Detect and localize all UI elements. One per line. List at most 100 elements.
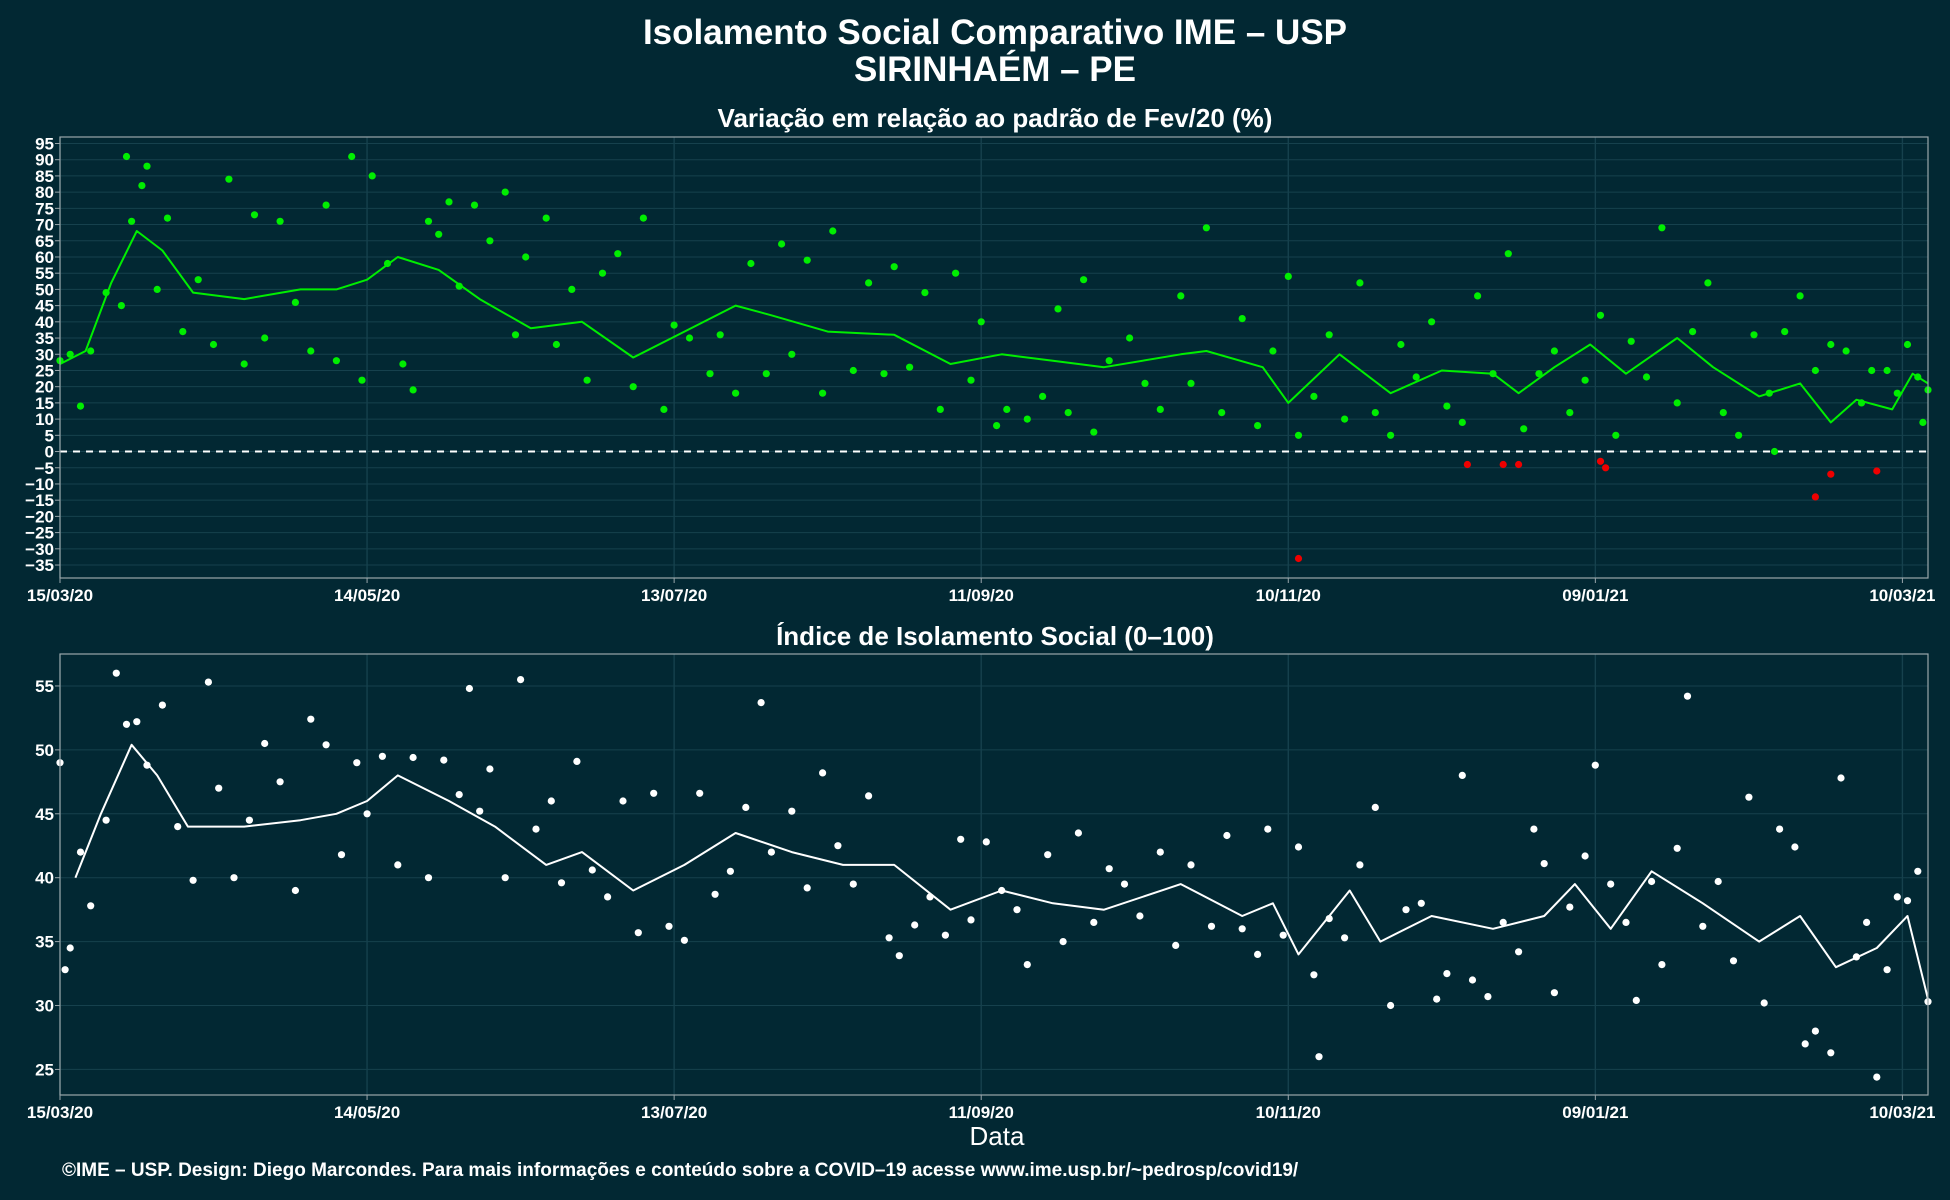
data-point [322, 201, 330, 209]
data-point [1704, 279, 1712, 287]
figure-subtitle: SIRINHAÉM – PE [854, 49, 1136, 89]
index-data-point [76, 848, 85, 856]
data-point [583, 376, 591, 384]
index-data-point [1550, 989, 1558, 997]
y-tick-label: 40 [35, 869, 54, 888]
index-data-point [1607, 880, 1615, 888]
data-point [552, 340, 561, 349]
data-point [1003, 405, 1011, 413]
index-data-point [1172, 941, 1180, 950]
y-tick-label: −25 [25, 524, 54, 543]
index-data-point [455, 791, 463, 799]
index-data-point [1371, 803, 1379, 812]
index-data-point [967, 916, 975, 924]
index-data-point [711, 890, 719, 898]
index-data-point [112, 669, 120, 677]
data-point [1658, 224, 1666, 232]
index-data-point [501, 874, 509, 882]
index-data-point [650, 789, 658, 797]
index-data-point [1591, 761, 1599, 769]
index-data-point [1729, 957, 1738, 965]
y-tick-label: −30 [25, 540, 54, 559]
index-data-point [885, 934, 893, 942]
index-data-point [941, 931, 950, 939]
data-point [1842, 347, 1850, 355]
index-data-point [1105, 865, 1113, 873]
y-tick-label: 55 [35, 677, 54, 696]
y-tick-label: 30 [35, 997, 54, 1016]
index-data-point [517, 676, 525, 684]
index-data-point [547, 797, 555, 805]
index-data-point [1760, 999, 1768, 1007]
index-data-point [1658, 961, 1666, 969]
data-point [1827, 340, 1835, 349]
index-data-point [1254, 950, 1262, 959]
data-point [1868, 366, 1876, 375]
y-tick-label: 95 [35, 134, 54, 153]
index-data-point [1883, 966, 1891, 974]
data-point [455, 282, 463, 290]
data-point [383, 259, 392, 268]
index-data-point [1023, 961, 1031, 969]
index-data-point [1468, 976, 1477, 984]
data-point [307, 347, 315, 355]
data-point [225, 175, 233, 183]
data-point [1689, 328, 1697, 336]
index-data-point [1648, 877, 1656, 886]
y-tick-label: 50 [35, 280, 54, 299]
data-point [399, 360, 407, 368]
data-point [993, 422, 1001, 430]
index-data-point [353, 759, 361, 767]
variation-chart-panel: 95908580757065605550454035302520151050−5… [25, 134, 1935, 605]
data-point [568, 285, 576, 293]
index-data-point [189, 876, 197, 884]
index-data-point [1136, 912, 1144, 920]
data-point [1356, 279, 1364, 287]
data-point [1080, 276, 1088, 284]
index-data-point [767, 848, 776, 856]
index-data-point [1873, 1073, 1881, 1081]
index-data-point [1387, 1001, 1395, 1010]
data-point [1238, 315, 1246, 323]
y-tick-label: 10 [35, 410, 54, 429]
index-data-point [1156, 848, 1164, 856]
index-data-point [803, 884, 811, 892]
index-data-point [895, 952, 903, 960]
index-data-point [337, 851, 346, 859]
x-tick-label: 15/03/20 [27, 1103, 93, 1122]
x-tick-label: 09/01/21 [1562, 586, 1628, 605]
data-point [1504, 250, 1512, 258]
data-point [522, 253, 530, 261]
x-tick-label: 10/11/20 [1256, 586, 1321, 605]
data-point [332, 357, 340, 365]
data-point [977, 318, 985, 326]
index-data-point [1013, 906, 1021, 914]
index-data-point [1581, 852, 1589, 860]
negative-data-point [1499, 460, 1507, 469]
index-data-point [133, 718, 141, 726]
data-point [1627, 337, 1635, 345]
data-point [445, 198, 453, 206]
data-point [542, 214, 550, 222]
data-point [209, 340, 218, 349]
data-point [598, 269, 607, 277]
data-point [1254, 422, 1262, 430]
index-data-point [680, 936, 689, 944]
data-point [1187, 379, 1195, 387]
index-data-point [1207, 922, 1216, 930]
y-tick-label: 20 [35, 378, 54, 397]
index-data-point [1903, 897, 1912, 905]
data-point [716, 331, 724, 339]
x-tick-label: 14/05/20 [334, 1103, 400, 1122]
index-data-point [532, 825, 540, 833]
y-tick-label: 90 [35, 151, 54, 170]
data-point [1177, 292, 1185, 300]
index-data-point [1914, 867, 1922, 875]
x-tick-label: 10/03/21 [1869, 586, 1935, 605]
data-point [128, 217, 136, 225]
data-point [803, 256, 811, 264]
data-point [368, 172, 376, 180]
plot-frame [59, 653, 1929, 1096]
index-data-point [158, 701, 166, 709]
data-point [660, 405, 668, 413]
